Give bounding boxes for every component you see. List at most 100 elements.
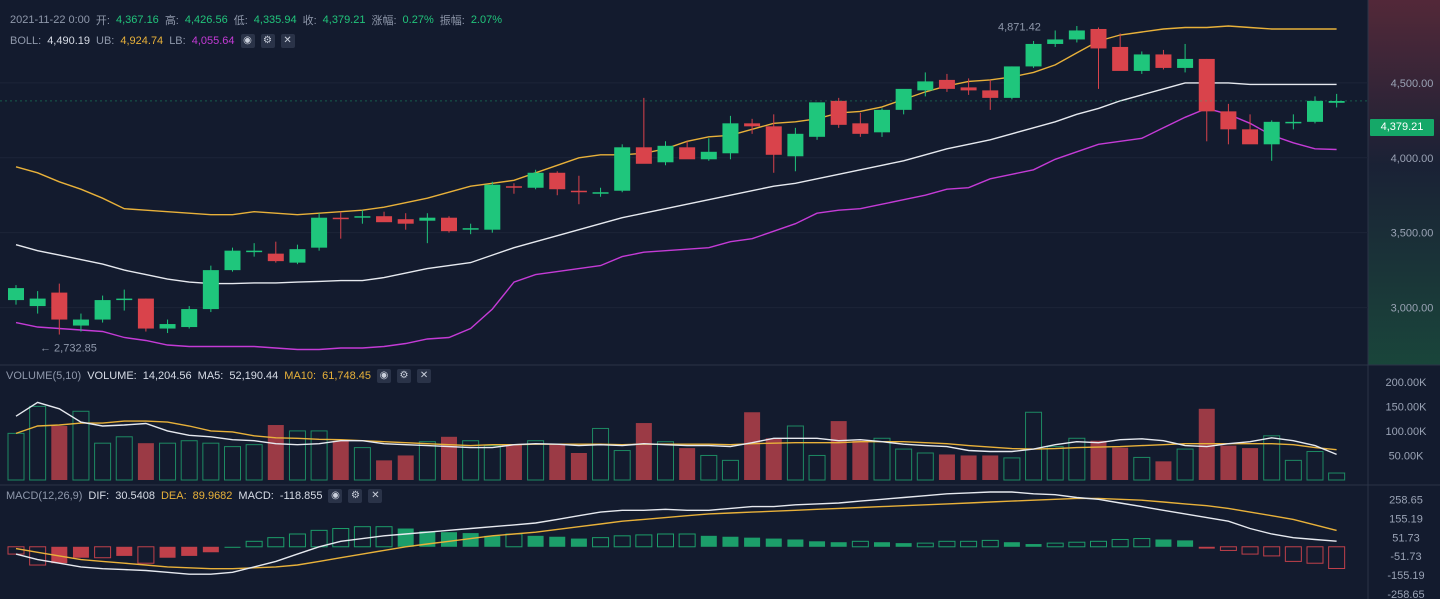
macd-histogram-bar <box>1003 542 1020 547</box>
boll-upper-band <box>15 25 1337 216</box>
volume-bar <box>852 440 869 480</box>
volume-bar <box>549 444 566 480</box>
boll-middle-band <box>15 82 1337 285</box>
volume-bar <box>180 440 198 481</box>
candle-body <box>202 270 219 310</box>
macd-histogram-bar <box>1111 538 1129 548</box>
macd-histogram-bar <box>181 546 198 556</box>
boll-eye-icon[interactable]: ◉ <box>240 34 255 48</box>
volume-close-icon[interactable]: ✕ <box>417 369 432 383</box>
open-label: 开: <box>95 15 110 27</box>
macd-tick-label: 155.19 <box>1389 513 1423 525</box>
candle-body <box>1198 58 1215 112</box>
candle-body <box>1112 46 1129 71</box>
volume-bar <box>288 430 306 481</box>
macd-histogram-bar <box>288 533 306 548</box>
volume-bar <box>418 441 436 481</box>
candle-body <box>246 250 263 253</box>
macd-histogram-bar <box>981 539 999 548</box>
macd-histogram-bar <box>1198 546 1215 549</box>
macd-histogram-bar <box>678 533 696 548</box>
macd-tick-label: 51.73 <box>1392 532 1420 544</box>
boll-lb-value: 4,055.64 <box>191 35 235 47</box>
macd-histogram-bar <box>441 532 457 547</box>
price-axis-panel <box>1368 0 1440 365</box>
macd-histogram-bar <box>613 535 631 548</box>
macd-histogram-bar <box>1046 542 1064 548</box>
volume-bar <box>245 444 263 481</box>
macd-histogram-bar <box>1068 541 1086 548</box>
macd-histogram-bar <box>1219 546 1237 551</box>
macd-histogram-bar <box>549 536 566 547</box>
candle-body <box>159 324 176 329</box>
macd-histogram-bar <box>224 546 241 548</box>
candle-body <box>700 151 717 160</box>
macd-histogram-bar <box>1241 546 1259 555</box>
volume-name: VOLUME(5,10) <box>6 370 82 382</box>
volume-bar <box>1198 408 1215 480</box>
candle-body <box>982 90 999 98</box>
close-value: 4,379.21 <box>322 14 366 26</box>
candle-body <box>1285 121 1302 124</box>
volume-bar <box>332 440 349 480</box>
price-tick-label: 4,500.00 <box>1391 78 1434 90</box>
macd-histogram-bar <box>830 542 847 547</box>
volume-bar <box>873 437 891 481</box>
volume-bar <box>376 460 393 480</box>
volume-bar <box>1155 461 1172 480</box>
boll-lb-label: LB: <box>169 35 186 47</box>
volume-bar <box>267 425 284 480</box>
candle-body <box>657 145 674 163</box>
volume-bar <box>700 454 718 481</box>
macd-histogram-bar <box>851 540 869 548</box>
dea-value: 89.9682 <box>192 490 233 502</box>
volume-ma5-line <box>15 401 1337 456</box>
volume-tick-label: 150.00K <box>1386 401 1428 413</box>
macd-histogram-bar <box>159 546 176 558</box>
candle-body <box>1068 30 1085 40</box>
candle-body <box>679 147 696 160</box>
boll-gear-icon[interactable]: ⚙ <box>260 34 275 48</box>
volume-eye-icon[interactable]: ◉ <box>377 369 392 383</box>
change-label: 涨幅: <box>371 15 397 27</box>
volume-bar <box>613 450 631 481</box>
candle-body <box>8 288 24 301</box>
volume-bar <box>7 432 25 481</box>
candle-body <box>289 249 306 263</box>
macd-histogram-bar <box>916 542 934 548</box>
close-label: 收: <box>302 15 317 27</box>
macd-close-icon[interactable]: ✕ <box>368 489 383 503</box>
candle-body <box>51 292 68 320</box>
volume-bar <box>895 448 913 481</box>
change-value: 0.27% <box>402 14 434 26</box>
volume-bar <box>721 459 739 481</box>
candle-body <box>181 309 198 328</box>
macd-histogram-bar <box>527 535 544 547</box>
candle-body <box>224 250 241 271</box>
boll-ub-label: UB: <box>96 35 115 47</box>
volume-bar <box>960 455 977 480</box>
macd-histogram-bar <box>202 546 219 553</box>
ma10-value: 61,748.45 <box>322 370 372 382</box>
macd-histogram-bar <box>245 540 263 548</box>
candle-body <box>441 217 457 232</box>
candle-body <box>462 228 479 230</box>
current-price-tag: 4,379.21 <box>1370 119 1434 136</box>
macd-histogram-bar <box>1133 538 1151 548</box>
boll-legend: BOLL: 4,490.19 UB: 4,924.74 LB: 4,055.64 ◉ … <box>10 34 295 48</box>
candle-body <box>419 217 436 221</box>
volume-gear-icon[interactable]: ⚙ <box>397 369 412 383</box>
macd-histogram-bar <box>1090 540 1107 548</box>
candle-body <box>787 133 804 157</box>
volume-tick-label: 200.00K <box>1386 377 1428 389</box>
macd-eye-icon[interactable]: ◉ <box>328 489 343 503</box>
open-value: 4,367.16 <box>115 14 159 26</box>
candle-body <box>354 216 371 218</box>
boll-close-icon[interactable]: ✕ <box>280 34 295 48</box>
macd-histogram-bar <box>397 528 414 547</box>
macd-gear-icon[interactable]: ⚙ <box>348 489 363 503</box>
volume-bar <box>1068 437 1086 481</box>
candle-body <box>1003 66 1020 98</box>
candle-body <box>94 300 111 320</box>
